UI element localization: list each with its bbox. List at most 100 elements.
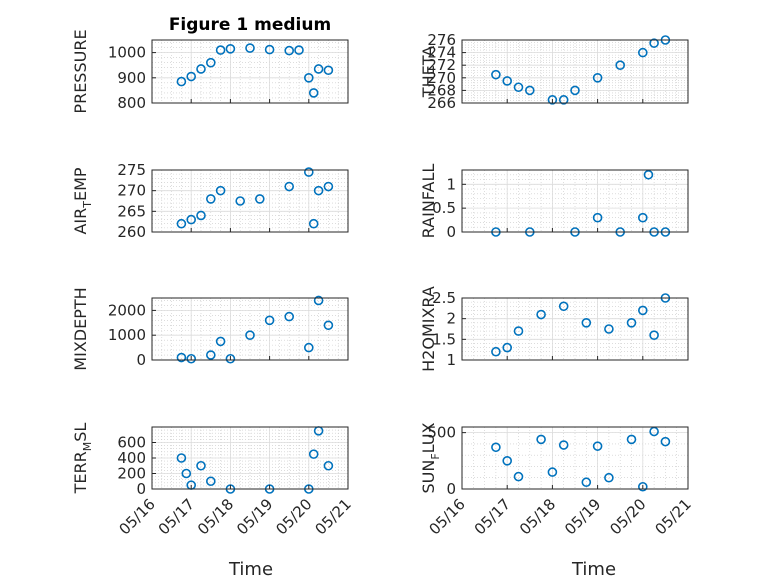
data-point	[186, 214, 196, 225]
data-point	[536, 309, 546, 320]
data-point	[186, 71, 196, 82]
data-point	[284, 311, 295, 322]
y-axis-label: PRESSURE	[71, 29, 90, 113]
data-point	[547, 467, 558, 477]
data-point	[513, 471, 524, 482]
x-tick-label: 05/20	[606, 495, 649, 538]
data-point	[513, 82, 524, 93]
data-point	[637, 481, 648, 492]
data-point	[626, 317, 637, 328]
data-point	[215, 336, 226, 347]
data-point	[284, 45, 295, 56]
data-point	[176, 453, 187, 463]
subplot-4: 0 0.5 1 RAINFALL	[419, 164, 689, 241]
y-tick-label: 272	[427, 56, 456, 74]
data-point	[313, 64, 324, 74]
y-tick-label: 400	[117, 449, 146, 467]
data-point	[308, 88, 319, 98]
y-tick-label: 1.5	[432, 330, 456, 348]
data-point	[604, 324, 614, 334]
y-axis-label: THETA	[419, 46, 438, 98]
y-tick-label: 260	[117, 223, 146, 241]
axes-box	[461, 39, 689, 104]
data-point	[558, 440, 569, 450]
data-point	[513, 326, 524, 336]
y-tick-label: 0	[136, 351, 146, 369]
data-point	[215, 185, 226, 196]
data-point	[660, 436, 671, 447]
data-point	[303, 73, 314, 83]
data-point	[491, 346, 501, 357]
data-point	[215, 45, 226, 55]
data-point	[323, 181, 334, 192]
data-point	[643, 169, 654, 180]
axes-box	[461, 426, 689, 490]
data-point	[323, 320, 334, 331]
data-point	[649, 330, 659, 341]
y-tick-label: 0.5	[432, 199, 456, 217]
y-axis-label: TERRMSL	[71, 423, 94, 495]
subplot-5: 0 1000 2000 MIXDEPTH	[71, 287, 349, 371]
y-tick-label: 1000	[108, 326, 146, 344]
subplot-1: 800 900 1000 PRESSURE	[71, 29, 349, 114]
y-tick-label: 266	[427, 94, 456, 112]
x-tick-label: 05/20	[272, 495, 315, 538]
data-point	[581, 477, 592, 488]
y-tick-label: 276	[427, 31, 456, 49]
data-point	[196, 460, 206, 471]
y-tick-label: 1	[446, 175, 456, 193]
y-tick-label: 1000	[108, 44, 146, 62]
y-tick-label: 275	[117, 161, 146, 179]
y-tick-label: 600	[117, 434, 146, 452]
data-point	[225, 44, 236, 54]
data-point	[558, 95, 569, 105]
data-point	[637, 305, 648, 316]
data-point	[581, 317, 592, 328]
x-tick-label: 05/19	[233, 495, 276, 538]
data-point	[264, 315, 275, 326]
data-point	[558, 301, 569, 312]
x-tick-label: 05/16	[426, 495, 469, 538]
data-point	[592, 441, 603, 451]
data-point	[592, 212, 603, 223]
axes-box	[151, 169, 349, 233]
data-point	[176, 352, 187, 363]
data-point	[176, 218, 187, 229]
y-tick-label: 265	[117, 202, 146, 220]
x-tick-label: 05/21	[312, 495, 355, 538]
axes-box	[461, 169, 689, 233]
y-tick-label: 270	[427, 69, 456, 87]
x-tick-label: 05/17	[471, 495, 514, 538]
data-point	[235, 196, 245, 206]
data-point	[308, 218, 319, 229]
x-axis-label-right: Time	[571, 559, 616, 580]
x-tick-label: 05/19	[561, 495, 604, 538]
data-point	[649, 38, 659, 48]
data-point	[176, 76, 187, 87]
data-point	[186, 353, 196, 364]
data-point	[313, 295, 324, 306]
axes-box	[461, 297, 689, 361]
data-point	[294, 45, 304, 55]
subplot-7: 0200400600TERRMSL05/1605/1705/1805/1905/…	[71, 423, 355, 539]
y-tick-label: 900	[117, 69, 146, 87]
data-point	[604, 472, 614, 483]
x-tick-label: 05/21	[652, 495, 695, 538]
data-point	[637, 212, 648, 223]
data-point	[196, 210, 206, 221]
y-tick-label: 0	[446, 223, 456, 241]
data-point	[323, 65, 334, 76]
data-point	[502, 342, 513, 353]
x-tick-label: 05/17	[155, 495, 198, 538]
data-point	[637, 47, 648, 58]
data-point	[491, 442, 501, 453]
data-point	[491, 69, 501, 80]
y-tick-label: 2	[446, 310, 456, 328]
figure-title: Figure 1 medium	[169, 15, 331, 35]
data-point	[245, 330, 255, 341]
axes-box	[151, 39, 349, 104]
data-point	[206, 350, 216, 360]
